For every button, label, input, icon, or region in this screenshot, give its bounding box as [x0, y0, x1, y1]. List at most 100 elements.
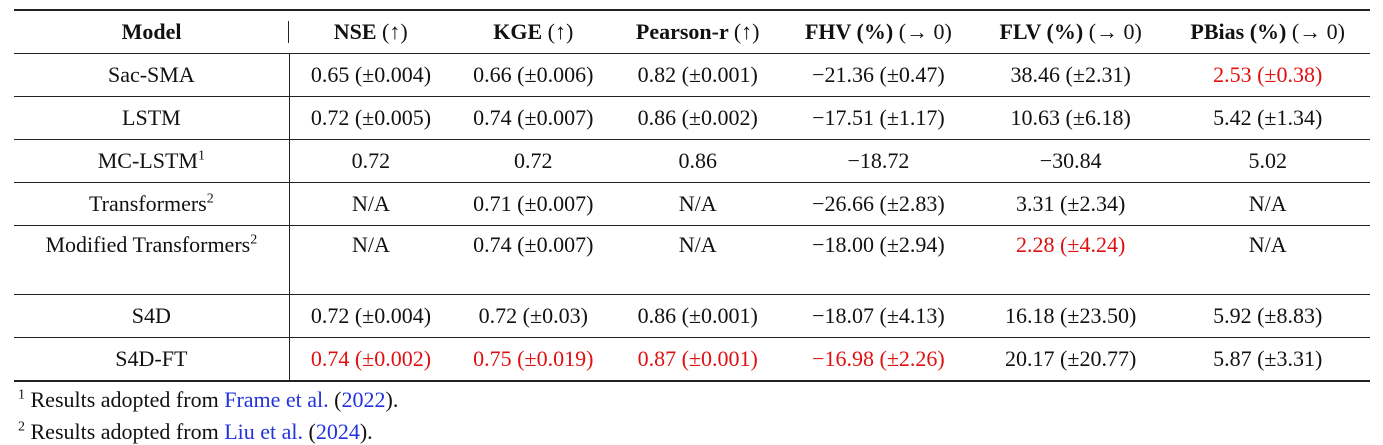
value-cell: 0.87 (±0.001)	[614, 337, 781, 382]
value-cell: 0.72 (±0.004)	[289, 294, 453, 338]
value-cell: 0.72	[289, 139, 453, 183]
model-name: MC-LSTM	[97, 148, 198, 173]
column-name: PBias (%)	[1190, 19, 1287, 44]
value-cell: −26.66 (±2.83)	[780, 182, 976, 226]
column-target: (↑)	[382, 19, 408, 44]
column-name: FHV (%)	[804, 19, 894, 44]
column-name: FLV (%)	[999, 19, 1084, 44]
value-cell: 38.46 (±2.31)	[975, 53, 1166, 97]
header-row: Model NSE (↑) KGE (↑) Pearson-r (↑) FHV (%) …	[14, 10, 1370, 54]
value-cell: 0.86 (±0.001)	[614, 294, 781, 338]
model-cell: MC-LSTM1	[14, 139, 290, 183]
column-name: Pearson-r	[635, 19, 729, 44]
model-cell: Transformers2	[14, 182, 290, 226]
value-cell: 0.66 (±0.006)	[452, 53, 615, 97]
footnote-text: Results adopted from	[30, 387, 225, 412]
column-target: (↑)	[547, 19, 574, 44]
citation-link: Frame et al.	[224, 387, 329, 412]
model-name: LSTM	[122, 105, 181, 130]
column-target: (→ 0)	[898, 19, 952, 44]
footnote-text: Results adopted from	[30, 419, 225, 444]
value-cell: 0.86	[614, 139, 781, 183]
value-cell: −17.51 (±1.17)	[780, 96, 976, 140]
table-row: S4D-FT 0.74 (±0.002) 0.75 (±0.019) 0.87 (±0…	[14, 337, 1370, 382]
value-cell: N/A	[1165, 182, 1370, 226]
value-cell: −18.00 (±2.94)	[780, 225, 976, 295]
value-cell: 0.86 (±0.002)	[614, 96, 781, 140]
header-cell: FHV (%) (→ 0)	[780, 10, 976, 54]
value-cell: −16.98 (±2.26)	[780, 337, 976, 382]
value-cell: 5.02	[1165, 139, 1370, 183]
header-cell: NSE (↑)	[289, 10, 453, 54]
footnote: 2 Results adopted from Liu et al. (2024)…	[18, 419, 373, 445]
footnote-ref: 1	[197, 148, 205, 164]
header-cell: FLV (%) (→ 0)	[975, 10, 1166, 54]
value-cell: 5.92 (±8.83)	[1165, 294, 1370, 338]
footnote-mark: 2	[18, 419, 25, 435]
model-cell: Sac-SMA	[14, 53, 290, 97]
column-name: NSE	[333, 19, 377, 44]
value-cell: −21.36 (±0.47)	[780, 53, 976, 97]
header-cell: Pearson-r (↑)	[614, 10, 781, 54]
table-row: Modified Transformers2 N/A 0.74 (±0.007) N/…	[14, 225, 1370, 295]
model-name: S4D-FT	[115, 346, 188, 371]
footnote-ref: 2	[206, 191, 214, 207]
citation-link: 2022	[341, 387, 386, 412]
header-model: Model	[14, 10, 290, 54]
value-cell: 0.74 (±0.007)	[452, 96, 615, 140]
column-name: KGE	[493, 19, 543, 44]
value-cell: 0.71 (±0.007)	[452, 182, 615, 226]
column-target: (→ 0)	[1088, 19, 1142, 44]
value-cell: −30.84	[975, 139, 1166, 183]
table-row: S4D 0.72 (±0.004) 0.72 (±0.03) 0.86 (±0.001…	[14, 294, 1370, 338]
table-row: LSTM 0.72 (±0.005) 0.74 (±0.007) 0.86 (±0.0…	[14, 96, 1370, 140]
value-cell: −18.72	[780, 139, 976, 183]
model-cell: S4D-FT	[14, 337, 290, 382]
footnote-text: ).	[385, 387, 399, 412]
value-cell: 0.82 (±0.001)	[614, 53, 781, 97]
value-cell: N/A	[614, 225, 781, 295]
value-cell: N/A	[1165, 225, 1370, 295]
model-name: S4D	[131, 303, 171, 328]
value-cell: 0.72 (±0.005)	[289, 96, 453, 140]
value-cell: N/A	[289, 182, 453, 226]
value-cell: 3.31 (±2.34)	[975, 182, 1166, 226]
value-cell: 5.87 (±3.31)	[1165, 337, 1370, 382]
value-cell: 16.18 (±23.50)	[975, 294, 1166, 338]
model-cell: S4D	[14, 294, 290, 338]
value-cell: 10.63 (±6.18)	[975, 96, 1166, 140]
value-cell: 0.74 (±0.007)	[452, 225, 615, 295]
footnote-text: ).	[359, 419, 373, 444]
table-row: MC-LSTM1 0.72 0.72 0.86 −18.72 −30.84 5.02	[14, 139, 1370, 183]
value-cell: 2.28 (±4.24)	[975, 225, 1166, 295]
value-cell: −18.07 (±4.13)	[780, 294, 976, 338]
table-row: Sac-SMA 0.65 (±0.004) 0.66 (±0.006) 0.82 (±…	[14, 53, 1370, 97]
citation-link: 2024	[315, 419, 360, 444]
value-cell: 0.74 (±0.002)	[289, 337, 453, 382]
model-cell: LSTM	[14, 96, 290, 140]
model-cell: Modified Transformers2	[14, 225, 290, 295]
column-target: (↑)	[733, 19, 760, 44]
results-table: Model NSE (↑) KGE (↑) Pearson-r (↑) FHV (%) …	[14, 9, 1370, 382]
footnote-mark: 1	[18, 387, 25, 403]
table-row: Transformers2 N/A 0.71 (±0.007) N/A −26.66 (…	[14, 182, 1370, 226]
header-cell: PBias (%) (→ 0)	[1165, 10, 1370, 54]
footnote: 1 Results adopted from Frame et al. (202…	[18, 387, 398, 413]
value-cell: 0.75 (±0.019)	[452, 337, 615, 382]
value-cell: 0.65 (±0.004)	[289, 53, 453, 97]
footnote-ref: 2	[250, 232, 258, 248]
value-cell: N/A	[614, 182, 781, 226]
model-name: Modified Transformers	[45, 232, 251, 257]
footnote-text: (	[303, 419, 316, 444]
citation-link: Liu et al.	[224, 419, 304, 444]
value-cell: N/A	[289, 225, 453, 295]
model-name: Transformers	[88, 191, 207, 216]
value-cell: 2.53 (±0.38)	[1165, 53, 1370, 97]
value-cell: 0.72 (±0.03)	[452, 294, 615, 338]
value-cell: 20.17 (±20.77)	[975, 337, 1166, 382]
column-target: (→ 0)	[1291, 19, 1346, 44]
header-cell: KGE (↑)	[452, 10, 615, 54]
footnote-text: (	[328, 387, 342, 412]
value-cell: 0.72	[452, 139, 615, 183]
